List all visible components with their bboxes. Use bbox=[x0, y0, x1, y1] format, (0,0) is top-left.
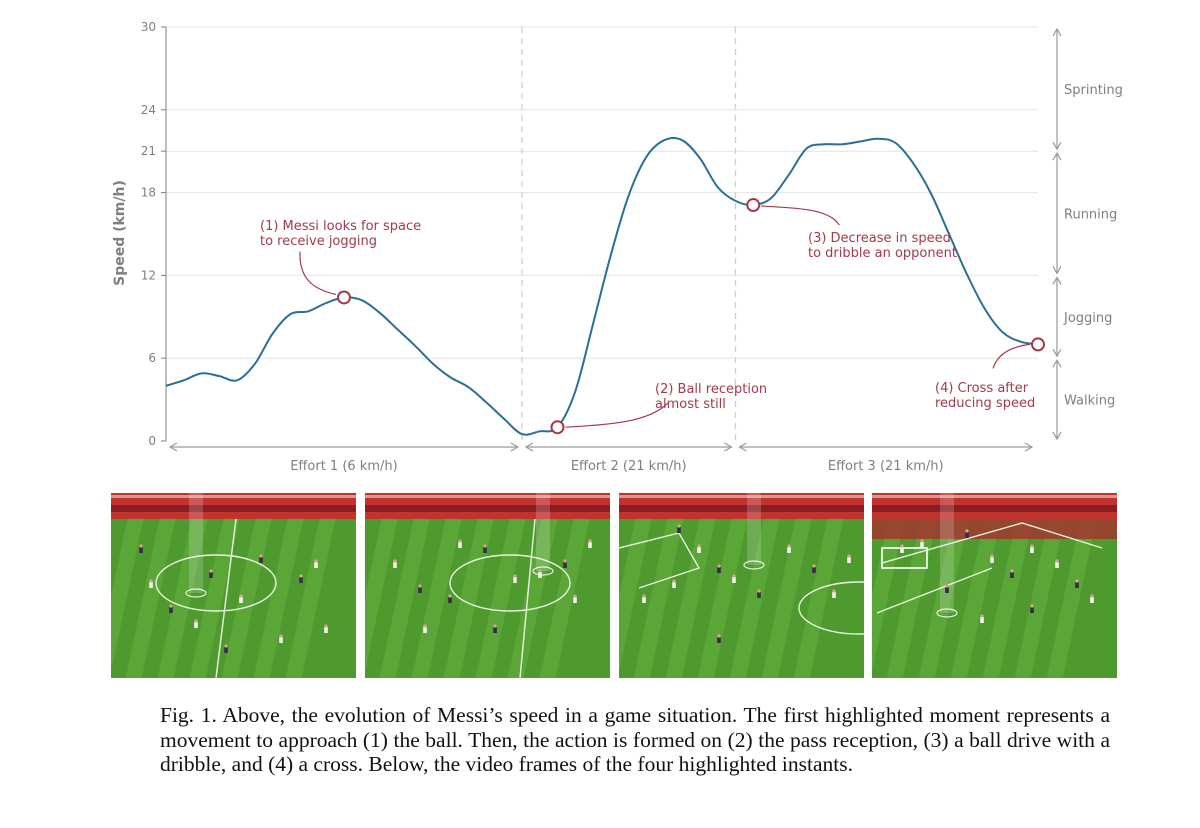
annotation-leader bbox=[299, 251, 337, 296]
video-frame-1 bbox=[111, 493, 356, 678]
y-tick-label: 30 bbox=[141, 20, 156, 34]
annotation-label: (1) Messi looks for space bbox=[260, 219, 421, 234]
annotation-leader bbox=[992, 343, 1031, 369]
band-arrow-up bbox=[1052, 358, 1062, 368]
effort-label: Effort 2 (21 km/h) bbox=[571, 459, 687, 474]
effort-arrow-left bbox=[738, 442, 747, 452]
y-tick-label: 18 bbox=[141, 186, 156, 200]
speed-series-line bbox=[165, 137, 1039, 436]
band-arrow-up bbox=[1052, 27, 1062, 37]
annotation-label: reducing speed bbox=[935, 396, 1035, 411]
band-arrow-up bbox=[1052, 276, 1062, 285]
y-axis-label: Speed (km/h) bbox=[112, 180, 128, 286]
annotation-label: (2) Ball reception bbox=[655, 382, 767, 397]
effort-arrow-left bbox=[168, 442, 178, 452]
football-pitch-icon bbox=[872, 493, 1117, 678]
effort-arrow-left bbox=[524, 442, 534, 452]
highlight-marker bbox=[746, 198, 761, 213]
effort-ranges: Effort 1 (6 km/h) Effort 2 (21 km/h) Effor… bbox=[168, 442, 1034, 474]
effort-arrow-right bbox=[1024, 442, 1034, 452]
video-frame-3 bbox=[619, 493, 864, 678]
football-pitch-icon bbox=[619, 493, 864, 678]
effort-dividers bbox=[521, 27, 737, 441]
figure-caption: Fig. 1. Above, the evolution of Messi’s … bbox=[160, 703, 1110, 776]
annotation-leader bbox=[565, 402, 668, 428]
annotation-leader bbox=[761, 205, 840, 226]
highlight-marker bbox=[550, 420, 565, 435]
y-tick-label: 12 bbox=[141, 268, 156, 282]
annotation-label: almost still bbox=[655, 397, 726, 412]
band-label: Sprinting bbox=[1064, 83, 1123, 98]
band-arrow-up bbox=[1052, 151, 1062, 161]
y-tick-label: 24 bbox=[141, 103, 156, 117]
annotation-label: (3) Decrease in speed bbox=[808, 231, 951, 246]
chart-axes: 0 6 12 18 21 24 30 bbox=[141, 20, 167, 448]
highlight-marker bbox=[1031, 337, 1045, 352]
video-frame-2 bbox=[365, 493, 610, 678]
band-arrow-down bbox=[1052, 431, 1062, 441]
highlight-markers bbox=[336, 198, 1045, 435]
video-frames bbox=[111, 493, 1117, 678]
band-arrow-down bbox=[1052, 348, 1062, 358]
annotation-label: to dribble an opponent bbox=[808, 246, 957, 261]
effort-arrow-right bbox=[510, 442, 520, 452]
annotation-label: to receive jogging bbox=[260, 234, 377, 249]
video-frame-4 bbox=[872, 493, 1117, 678]
y-tick-label: 21 bbox=[141, 144, 156, 158]
highlight-marker bbox=[336, 290, 351, 305]
y-tick-label: 6 bbox=[148, 351, 156, 365]
football-pitch-icon bbox=[111, 493, 356, 678]
y-tick-label: 0 bbox=[148, 434, 156, 448]
band-arrow-down bbox=[1052, 266, 1062, 275]
effort-arrow-right bbox=[724, 442, 733, 452]
chart-grid bbox=[166, 26, 1038, 359]
annotation-leaders bbox=[299, 205, 1031, 428]
football-pitch-icon bbox=[365, 493, 610, 678]
band-arrow-down bbox=[1052, 141, 1062, 151]
effort-label: Effort 1 (6 km/h) bbox=[290, 459, 397, 474]
speed-bands: Sprinting Running Jogging Walking bbox=[1052, 27, 1123, 441]
band-label: Jogging bbox=[1063, 311, 1112, 326]
annotation-label: (4) Cross after bbox=[935, 381, 1029, 396]
band-label: Walking bbox=[1064, 394, 1115, 409]
band-label: Running bbox=[1064, 207, 1117, 222]
effort-label: Effort 3 (21 km/h) bbox=[828, 459, 944, 474]
